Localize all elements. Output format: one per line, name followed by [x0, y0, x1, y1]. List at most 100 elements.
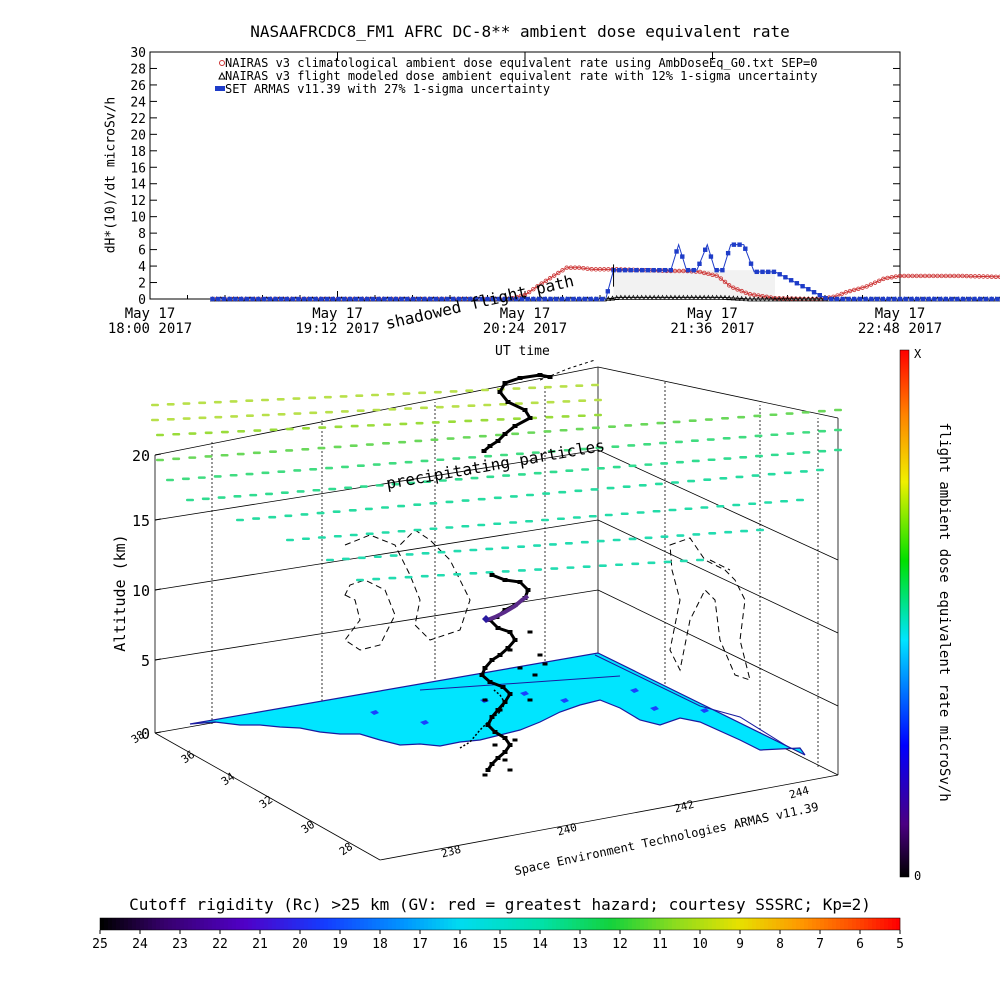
particle-dash: [716, 504, 725, 508]
series-marker: [714, 273, 719, 278]
series-marker: [725, 250, 731, 256]
series-marker: [889, 275, 894, 280]
series-marker: [801, 296, 807, 302]
colorbar-cell: [276, 918, 281, 930]
colorbar-cell: [348, 918, 353, 930]
colorbar-cell: [732, 918, 737, 930]
series-marker: [535, 284, 540, 289]
colorbar-cell: [472, 918, 477, 930]
particle-dash: [591, 426, 600, 430]
series-marker: [914, 296, 920, 302]
colorbar-cell: [824, 918, 829, 930]
series-marker: [428, 296, 433, 302]
series-marker: [267, 296, 272, 302]
particle-dash: [277, 470, 286, 473]
series-marker: [747, 296, 753, 302]
series-marker: [568, 265, 574, 270]
particle-dash: [543, 385, 552, 389]
particle-dash: [708, 532, 717, 535]
particle-dash: [636, 511, 645, 514]
particle-dash: [316, 511, 325, 515]
trajectory-point: [495, 756, 501, 760]
series-marker: [768, 296, 774, 302]
y-tick-label: 2: [138, 277, 146, 292]
particle-dash: [496, 418, 505, 421]
series-marker: [680, 294, 686, 300]
colorbar-cell: [636, 918, 641, 930]
particle-dash: [188, 456, 197, 459]
particle-dash: [501, 570, 510, 573]
series-marker: [885, 275, 890, 281]
particle-dash: [660, 462, 669, 465]
particle-dash: [468, 456, 477, 459]
series-marker: [634, 267, 639, 273]
trajectory-high-dose: [484, 594, 530, 623]
legend-label: NAIRAS v3 flight modeled dose ambient eq…: [225, 69, 817, 83]
series-marker: [585, 266, 590, 271]
box-edge: [154, 732, 381, 861]
particle-dash: [588, 514, 597, 518]
particle-dash: [431, 421, 440, 424]
series-marker: [881, 276, 886, 282]
colorbar-cell: [272, 918, 277, 930]
series-marker: [359, 296, 364, 302]
colorbar-cell: [172, 918, 177, 930]
particle-dash: [483, 403, 492, 407]
series-marker: [847, 288, 853, 294]
series-marker: [960, 273, 965, 279]
colorbar-cell: [356, 918, 361, 930]
colorbar-cell: [400, 918, 405, 930]
series-marker: [405, 296, 410, 302]
colorbar-cell: [284, 918, 289, 930]
colorbar-tick-label: 21: [252, 937, 268, 952]
particle-dash: [753, 414, 762, 418]
particle-dash: [526, 493, 534, 497]
particle-dash: [480, 418, 489, 422]
particle-dash: [156, 458, 164, 462]
particle-dash: [302, 427, 310, 430]
particle-dash: [816, 468, 824, 472]
colorbar-cell: [808, 918, 813, 930]
particle-dash: [220, 453, 229, 457]
series-marker: [766, 269, 771, 275]
particle-dash: [631, 562, 640, 566]
series-marker: [410, 296, 416, 302]
series-marker: [747, 292, 753, 297]
colorbar-cell: [420, 918, 425, 930]
colorbar-cell: [224, 918, 229, 930]
trajectory-point: [489, 762, 495, 766]
series-marker: [743, 296, 749, 302]
series-marker: [645, 267, 651, 273]
particle-dash: [446, 437, 455, 440]
colorbar-cell: [888, 918, 893, 930]
colorbar-cell: [756, 918, 761, 930]
particle-dash: [391, 482, 400, 486]
colorbar-cell: [260, 918, 265, 930]
series-marker: [697, 261, 702, 267]
particle-dash: [738, 435, 747, 439]
particle-dash: [703, 478, 712, 482]
colorbar-cell: [432, 918, 437, 930]
series-marker: [643, 294, 649, 300]
series-marker: [630, 294, 636, 300]
particle-dash: [799, 470, 808, 473]
colorbar-cell: [372, 918, 377, 930]
x-tick-label: 19:12 2017: [295, 321, 379, 337]
series-marker: [817, 292, 822, 298]
particle-dash: [204, 455, 213, 458]
series-marker: [672, 294, 678, 300]
colorbar-cell: [648, 918, 653, 930]
colorbar-cells: [100, 918, 901, 930]
particle-dash: [356, 464, 365, 468]
trajectory-point: [512, 424, 518, 428]
x-tick-label: May 17: [875, 306, 926, 322]
series-marker: [863, 296, 868, 302]
particle-dash: [517, 569, 526, 572]
particle-dash: [644, 463, 653, 466]
series-marker: [872, 280, 878, 285]
series-marker: [972, 296, 977, 302]
colorbar-cell: [112, 918, 117, 930]
colorbar-cell: [632, 918, 637, 930]
altitude-tick-mark: [154, 518, 162, 521]
